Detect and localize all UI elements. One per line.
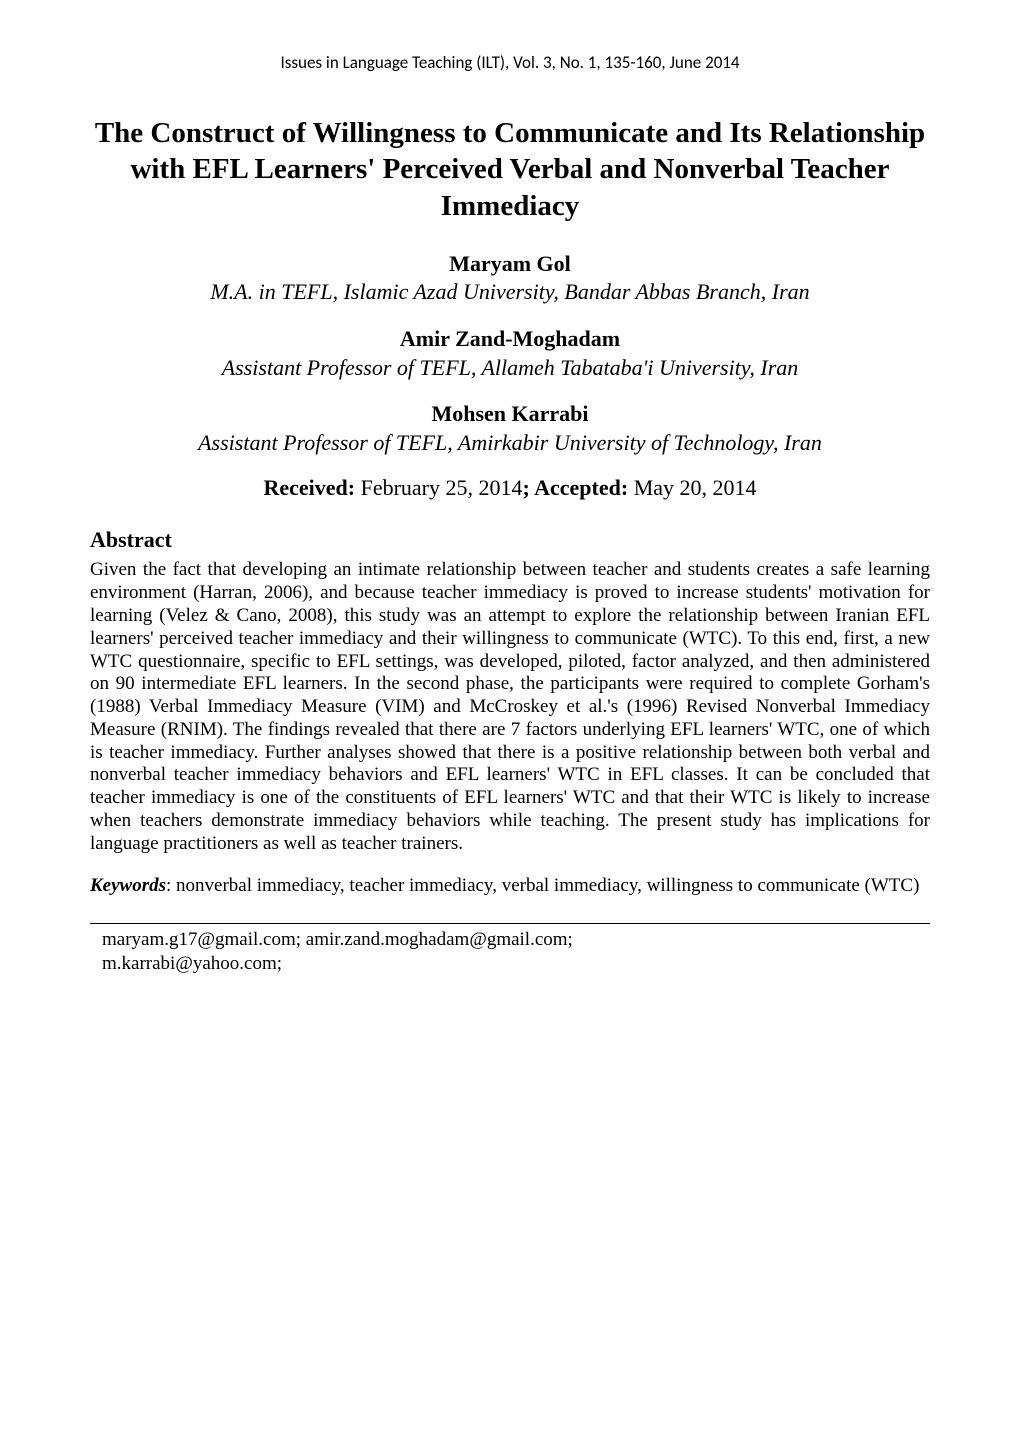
dates-line: Received: February 25, 2014; Accepted: M… [90,475,930,501]
received-label: Received: [263,475,355,500]
accepted-date: May 20, 2014 [634,475,757,500]
accepted-label: Accepted: [534,475,628,500]
author-affiliation: Assistant Professor of TEFL, Allameh Tab… [90,354,930,383]
footer-emails: maryam.g17@gmail.com; amir.zand.moghadam… [90,928,930,976]
journal-header: Issues in Language Teaching (ILT), Vol. … [90,52,930,73]
received-date: February 25, 2014 [361,475,523,500]
author-name: Maryam Gol [90,250,930,279]
paper-title: The Construct of Willingness to Communic… [90,115,930,224]
abstract-body: Given the fact that developing an intima… [90,559,930,855]
keywords-line: Keywords: nonverbal immediacy, teacher i… [90,874,930,898]
author-block-2: Mohsen Karrabi Assistant Professor of TE… [90,400,930,457]
keywords-sep: : [166,875,176,896]
abstract-heading: Abstract [90,527,930,553]
footer-emails-line2: m.karrabi@yahoo.com; [102,952,930,976]
author-affiliation: Assistant Professor of TEFL, Amirkabir U… [90,429,930,458]
author-block-0: Maryam Gol M.A. in TEFL, Islamic Azad Un… [90,250,930,307]
dates-sep: ; [523,475,535,500]
keywords-text: nonverbal immediacy, teacher immediacy, … [176,875,919,896]
footer-separator [90,923,930,924]
author-affiliation: M.A. in TEFL, Islamic Azad University, B… [90,278,930,307]
keywords-label: Keywords [90,875,166,896]
author-block-1: Amir Zand-Moghadam Assistant Professor o… [90,325,930,382]
footer-emails-line1: maryam.g17@gmail.com; amir.zand.moghadam… [102,928,930,952]
author-name: Mohsen Karrabi [90,400,930,429]
author-name: Amir Zand-Moghadam [90,325,930,354]
